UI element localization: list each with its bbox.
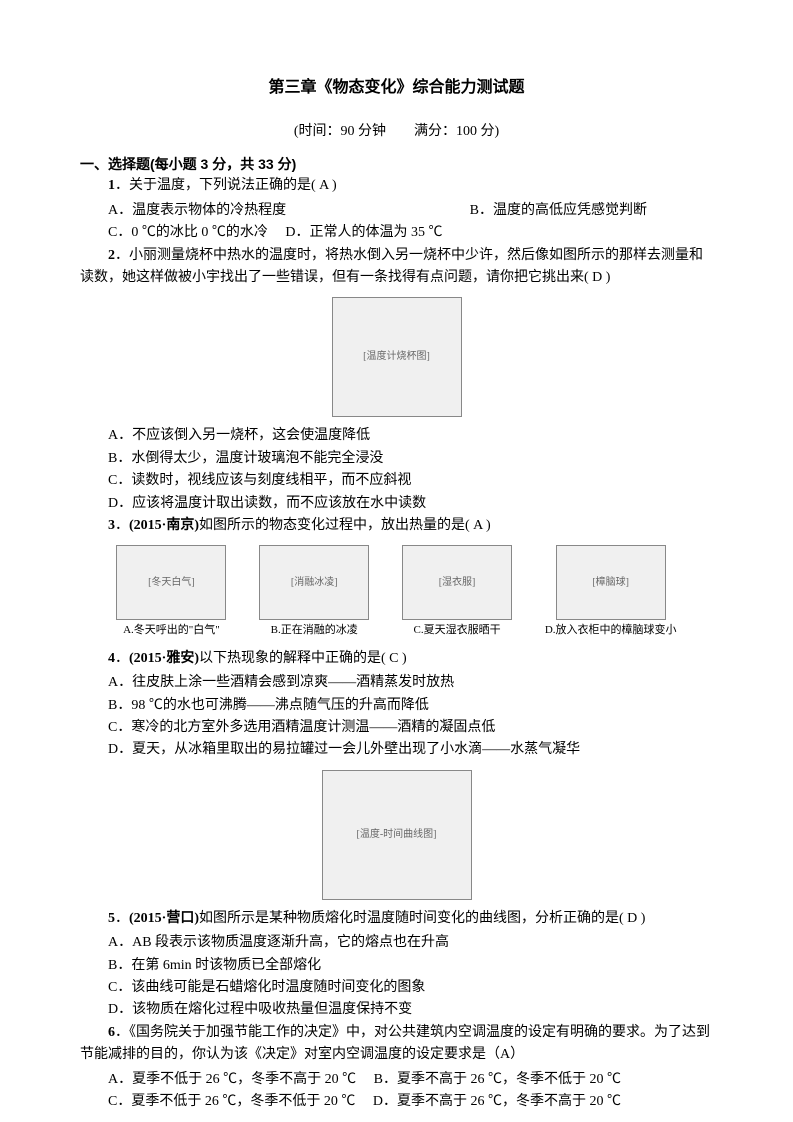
q5-opt-b: B．在第 6min 时该物质已全部熔化	[80, 955, 713, 977]
q5-opt-c: C．该曲线可能是石蜡熔化时温度随时间变化的图象	[80, 977, 713, 999]
q1-stem: 11．关于温度，下列说法正确的是( A )．关于温度，下列说法正确的是( A )	[80, 175, 713, 197]
q1-options-line2: C．0 ℃的冰比 0 ℃的水冷 D．正常人的体温为 35 ℃	[80, 222, 713, 244]
camphor-figure: [樟脑球]	[556, 545, 666, 620]
q2-opt-a: A．不应该倒入另一烧杯，这会使温度降低	[80, 425, 713, 447]
q6-opt-d: D．夏季不高于 26 ℃，冬季不高于 20 ℃	[373, 1094, 621, 1109]
q6-options-line2: C．夏季不低于 26 ℃，冬季不低于 20 ℃ D．夏季不高于 26 ℃，冬季不…	[80, 1091, 713, 1113]
q6-opt-a: A．夏季不低于 26 ℃，冬季不高于 20 ℃	[108, 1072, 356, 1087]
q4-stem: 4．(2015·雅安)以下热现象的解释中正确的是( C )	[80, 648, 713, 670]
q5-opt-a: A．AB 段表示该物质温度逐渐升高，它的熔点也在升高	[80, 932, 713, 954]
q2-opt-c: C．读数时，视线应该与刻度线相平，而不应斜视	[80, 470, 713, 492]
q6-stem: 6．《国务院关于加强节能工作的决定》中，对公共建筑内空调温度的设定有明确的要求。…	[80, 1022, 713, 1067]
q4-opt-a: A．往皮肤上涂一些酒精会感到凉爽——酒精蒸发时放热	[80, 672, 713, 694]
q1-opt-b: B．温度的高低应凭感觉判断	[470, 203, 647, 218]
ice-figure: [消融冰凌]	[259, 545, 369, 620]
q4-opt-d: D．夏天，从冰箱里取出的易拉罐过一会儿外壁出现了小水滴——水蒸气凝华	[80, 739, 713, 761]
q5-stem: 5．(2015·营口)如图所示是某种物质熔化时温度随时间变化的曲线图，分析正确的…	[80, 908, 713, 930]
q1-opt-c: C．0 ℃的冰比 0 ℃的水冷	[108, 225, 268, 240]
document-title: 第三章《物态变化》综合能力测试题	[80, 75, 713, 101]
q3-fig-d: [樟脑球] D.放入衣柜中的樟脑球变小	[545, 545, 677, 640]
q3-fig-a: [冬天白气] A.冬天呼出的"白气"	[116, 545, 226, 640]
q5-opt-d: D．该物质在熔化过程中吸收热量但温度保持不变	[80, 999, 713, 1021]
q3-cap-c: C.夏天湿衣服晒干	[413, 622, 500, 640]
section-1-header: 一、选择题(每小题 3 分，共 33 分)	[80, 153, 713, 175]
q1-opt-a: A．温度表示物体的冷热程度	[108, 203, 286, 218]
q6-opt-c: C．夏季不低于 26 ℃，冬季不低于 20 ℃	[108, 1094, 355, 1109]
q1-options-line1: A．温度表示物体的冷热程度 B．温度的高低应凭感觉判断	[80, 200, 713, 222]
q6-opt-b: B．夏季不高于 26 ℃，冬季不低于 20 ℃	[374, 1072, 621, 1087]
q3-cap-b: B.正在消融的冰凌	[271, 622, 358, 640]
q3-stem: 3．(2015·南京)如图所示的物态变化过程中，放出热量的是( A )	[80, 515, 713, 537]
q3-fig-c: [湿衣服] C.夏天湿衣服晒干	[402, 545, 512, 640]
q2-stem: 2．小丽测量烧杯中热水的温度时，将热水倒入另一烧杯中少许，然后像如图所示的那样去…	[80, 245, 713, 290]
beaker-figure: [温度计烧杯图]	[332, 297, 462, 417]
clothes-figure: [湿衣服]	[402, 545, 512, 620]
q2-opt-d: D．应该将温度计取出读数，而不应该放在水中读数	[80, 493, 713, 515]
q3-cap-d: D.放入衣柜中的樟脑球变小	[545, 622, 677, 640]
winter-figure: [冬天白气]	[116, 545, 226, 620]
q3-figure-row: [冬天白气] A.冬天呼出的"白气" [消融冰凌] B.正在消融的冰凌 [湿衣服…	[80, 545, 713, 640]
q2-figure-row: [温度计烧杯图]	[80, 297, 713, 417]
document-subtitle: (时间：90 分钟 满分：100 分)	[80, 121, 713, 143]
q5-figure-row: [温度-时间曲线图]	[80, 770, 713, 900]
q3-cap-a: A.冬天呼出的"白气"	[123, 622, 220, 640]
q2-opt-b: B．水倒得太少，温度计玻璃泡不能完全浸没	[80, 448, 713, 470]
q4-opt-c: C．寒冷的北方室外多选用酒精温度计测温——酒精的凝固点低	[80, 717, 713, 739]
graph-figure: [温度-时间曲线图]	[322, 770, 472, 900]
q6-options-line1: A．夏季不低于 26 ℃，冬季不高于 20 ℃ B．夏季不高于 26 ℃，冬季不…	[80, 1069, 713, 1091]
q3-fig-b: [消融冰凌] B.正在消融的冰凌	[259, 545, 369, 640]
q4-opt-b: B．98 ℃的水也可沸腾——沸点随气压的升高而降低	[80, 695, 713, 717]
q1-opt-d: D．正常人的体温为 35 ℃	[285, 225, 442, 240]
